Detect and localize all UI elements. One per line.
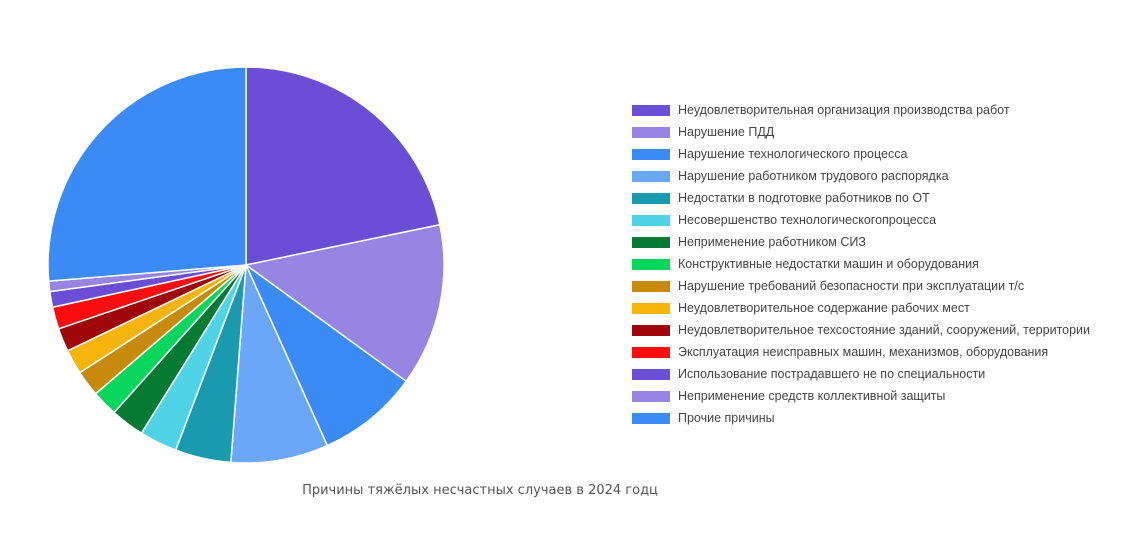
legend-label: Недостатки в подготовке работников по ОТ xyxy=(678,191,930,205)
legend-swatch xyxy=(632,412,670,424)
legend-label: Неудовлетворительная организация произво… xyxy=(678,103,1010,117)
legend-swatch xyxy=(632,324,670,336)
legend-item-15: Прочие причины xyxy=(632,407,1112,429)
legend-swatch xyxy=(632,236,670,248)
legend-swatch xyxy=(632,258,670,270)
legend-item-6: Несовершенство технологическогопроцесса xyxy=(632,209,1112,231)
legend-item-5: Недостатки в подготовке работников по ОТ xyxy=(632,187,1112,209)
legend-label: Неприменение средств коллективной защиты xyxy=(678,389,946,403)
legend-swatch xyxy=(632,104,670,116)
legend-label: Использование пострадавшего не по специа… xyxy=(678,367,986,381)
chart-title: Причины тяжёлых несчастных случаев в 202… xyxy=(302,483,658,498)
legend-item-12: Эксплуатация неисправных машин, механизм… xyxy=(632,341,1112,363)
legend-item-4: Нарушение работником трудового распорядк… xyxy=(632,165,1112,187)
legend-label: Неудовлетворительное техсостояние зданий… xyxy=(678,323,1091,337)
legend-item-2: Нарушение ПДД xyxy=(632,121,1112,143)
legend-swatch xyxy=(632,148,670,160)
legend: Неудовлетворительная организация произво… xyxy=(632,99,1112,429)
legend-swatch xyxy=(632,390,670,402)
legend-label: Нарушение требований безопасности при эк… xyxy=(678,279,1025,293)
legend-label: Конструктивные недостатки машин и оборуд… xyxy=(678,257,979,271)
legend-item-9: Нарушение требований безопасности при эк… xyxy=(632,275,1112,297)
legend-item-10: Неудовлетворительное содержание рабочих … xyxy=(632,297,1112,319)
legend-label: Нарушение работником трудового распорядк… xyxy=(678,169,949,183)
legend-item-13: Использование пострадавшего не по специа… xyxy=(632,363,1112,385)
legend-label: Нарушение ПДД xyxy=(678,125,775,139)
legend-item-11: Неудовлетворительное техсостояние зданий… xyxy=(632,319,1112,341)
legend-item-1: Неудовлетворительная организация произво… xyxy=(632,99,1112,121)
legend-swatch xyxy=(632,302,670,314)
legend-item-14: Неприменение средств коллективной защиты xyxy=(632,385,1112,407)
legend-item-3: Нарушение технологического процесса xyxy=(632,143,1112,165)
legend-swatch xyxy=(632,192,670,204)
legend-item-7: Неприменение работником СИЗ xyxy=(632,231,1112,253)
legend-label: Эксплуатация неисправных машин, механизм… xyxy=(678,345,1049,359)
legend-item-8: Конструктивные недостатки машин и оборуд… xyxy=(632,253,1112,275)
pie-slice-4 xyxy=(230,264,329,464)
legend-label: Прочие причины xyxy=(678,411,775,425)
legend-label: Неудовлетворительное содержание рабочих … xyxy=(678,301,970,315)
pie-slice-3 xyxy=(245,264,407,447)
legend-label: Нарушение технологического процесса xyxy=(678,147,908,161)
legend-swatch xyxy=(632,280,670,292)
legend-label: Несовершенство технологическогопроцесса xyxy=(678,213,937,227)
legend-swatch xyxy=(632,368,670,380)
pie-slice-1 xyxy=(245,66,441,266)
legend-swatch xyxy=(632,346,670,358)
legend-swatch xyxy=(632,126,670,138)
pie-slice-2 xyxy=(245,223,445,383)
legend-swatch xyxy=(632,170,670,182)
pie-slice-15 xyxy=(47,66,247,282)
legend-label: Неприменение работником СИЗ xyxy=(678,235,866,249)
legend-swatch xyxy=(632,214,670,226)
